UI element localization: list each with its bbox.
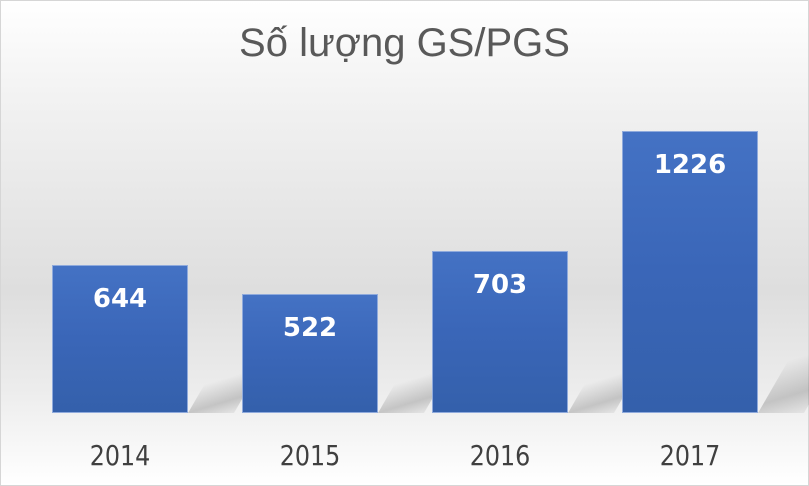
data-label: 522	[282, 313, 338, 343]
bar-2015: 522	[242, 294, 378, 413]
bar-2017: 1226	[622, 131, 758, 413]
x-tick-label: 2015	[279, 439, 341, 472]
data-label: 703	[472, 270, 528, 300]
x-tick-label: 2014	[89, 439, 151, 472]
bar-2016: 703	[432, 251, 568, 413]
chart-title: Số lượng GS/PGS	[239, 21, 570, 65]
data-label: 1226	[653, 150, 727, 180]
bar-2014: 644	[52, 265, 188, 413]
data-label: 644	[92, 284, 148, 314]
x-tick-label: 2017	[659, 439, 721, 472]
bar-shadow	[758, 343, 809, 413]
x-tick-label: 2016	[469, 439, 531, 472]
